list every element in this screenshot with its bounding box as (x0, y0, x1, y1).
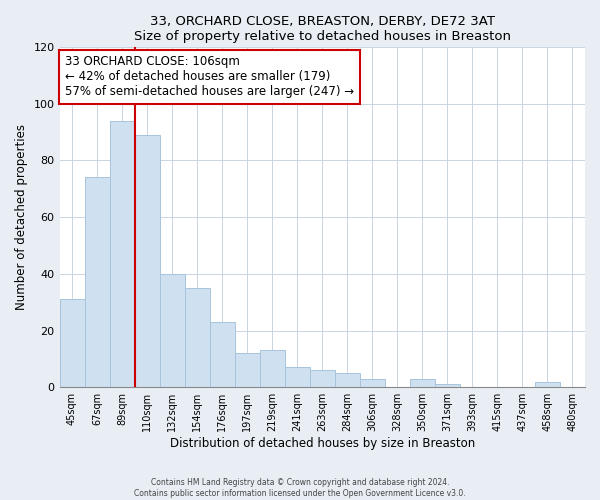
X-axis label: Distribution of detached houses by size in Breaston: Distribution of detached houses by size … (170, 437, 475, 450)
Bar (134, 135, 160, 388)
Bar (360, 379, 385, 388)
Bar (110, 120, 134, 388)
Y-axis label: Number of detached properties: Number of detached properties (15, 124, 28, 310)
Title: 33, ORCHARD CLOSE, BREASTON, DERBY, DE72 3AT
Size of property relative to detach: 33, ORCHARD CLOSE, BREASTON, DERBY, DE72… (134, 15, 511, 43)
Bar (209, 322, 235, 388)
Bar (535, 382, 560, 388)
Text: 33 ORCHARD CLOSE: 106sqm
← 42% of detached houses are smaller (179)
57% of semi-: 33 ORCHARD CLOSE: 106sqm ← 42% of detach… (65, 56, 354, 98)
Bar (235, 354, 260, 388)
Bar (310, 370, 335, 388)
Bar (85, 178, 110, 388)
Bar (335, 373, 360, 388)
Bar (285, 368, 310, 388)
Bar (260, 350, 285, 388)
Bar (185, 288, 209, 388)
Bar (435, 384, 460, 388)
Bar (160, 274, 185, 388)
Bar (59, 300, 85, 388)
Text: Contains HM Land Registry data © Crown copyright and database right 2024.
Contai: Contains HM Land Registry data © Crown c… (134, 478, 466, 498)
Bar (410, 379, 435, 388)
